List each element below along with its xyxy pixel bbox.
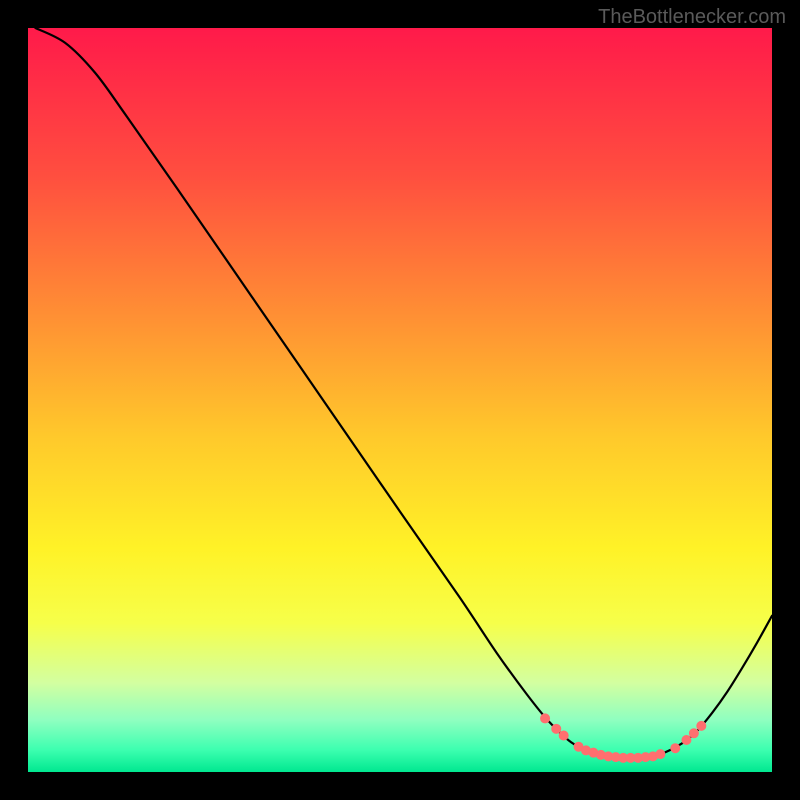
- data-marker: [559, 731, 568, 740]
- data-marker: [671, 744, 680, 753]
- data-marker: [697, 721, 706, 730]
- chart-svg: [0, 0, 800, 800]
- chart-background: [28, 28, 772, 772]
- data-marker: [689, 729, 698, 738]
- data-marker: [552, 724, 561, 733]
- data-marker: [656, 750, 665, 759]
- data-marker: [682, 736, 691, 745]
- data-marker: [541, 714, 550, 723]
- attribution-text: TheBottlenecker.com: [598, 6, 786, 29]
